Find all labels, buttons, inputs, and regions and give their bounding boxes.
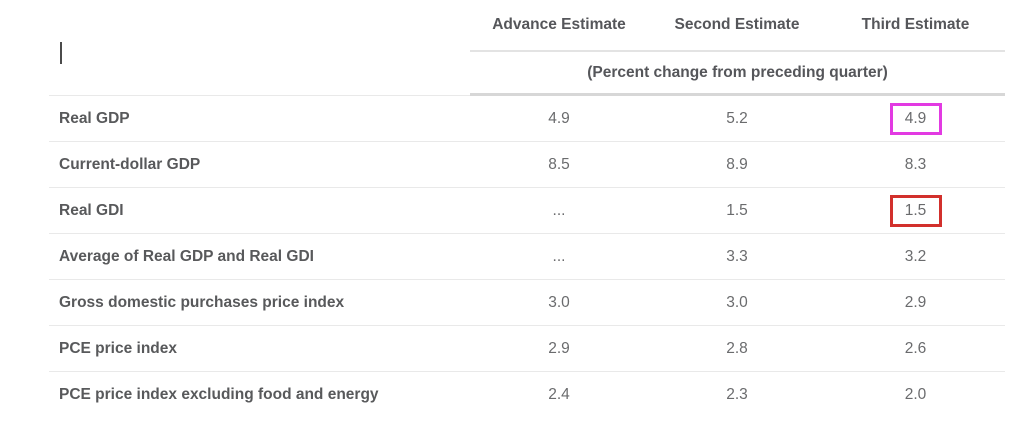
value-text: 8.9 — [726, 155, 748, 173]
column-header-advance-estimate: Advance Estimate — [470, 0, 648, 52]
value-cell: 8.3 — [826, 142, 1005, 187]
value-text: 8.5 — [548, 155, 570, 173]
row-label: Current-dollar GDP — [59, 155, 201, 173]
value-text: 2.3 — [726, 385, 748, 403]
value-text: 2.9 — [904, 293, 927, 311]
value-cell: 2.9 — [470, 326, 648, 371]
value-cell: 2.6 — [826, 326, 1005, 371]
units-note: (Percent change from preceding quarter) — [470, 52, 1005, 96]
value-text: 3.0 — [726, 293, 748, 311]
value-cell: 3.0 — [470, 280, 648, 325]
column-header-second-estimate: Second Estimate — [648, 0, 826, 52]
table-row: Average of Real GDP and Real GDI... 3.3 3.… — [49, 234, 1005, 280]
value-cell: ... — [470, 188, 648, 233]
table-row: PCE price index excluding food and energ… — [49, 372, 1005, 417]
value-cell: 8.9 — [648, 142, 826, 187]
value-cell: 5.2 — [648, 96, 826, 141]
value-cell: 8.5 — [470, 142, 648, 187]
table-row: PCE price index 2.9 2.8 2.6 — [49, 326, 1005, 372]
red-highlight-box: 1.5 — [889, 194, 942, 227]
empty-corner-cell[interactable] — [49, 0, 470, 64]
value-text: 8.3 — [904, 155, 927, 173]
value-cell: 4.9 — [826, 96, 1005, 141]
value-cell: 4.9 — [470, 96, 648, 141]
table-row: Real GDI... 1.5 1.5 — [49, 188, 1005, 234]
value-cell: 3.2 — [826, 234, 1005, 279]
column-header-third-estimate: Third Estimate — [826, 0, 1005, 52]
value-text: 3.2 — [904, 247, 927, 265]
text-caret — [60, 42, 62, 64]
value-text: 4.9 — [548, 109, 570, 127]
value-text: ... — [552, 201, 566, 219]
table-row: Real GDP 4.9 5.2 4.9 — [49, 96, 1005, 142]
value-cell: 2.0 — [826, 372, 1005, 417]
value-text: 2.8 — [726, 339, 748, 357]
value-text: 1.5 — [726, 201, 748, 219]
value-cell: 1.5 — [648, 188, 826, 233]
value-text: 5.2 — [726, 109, 748, 127]
value-cell: 3.0 — [648, 280, 826, 325]
row-label: PCE price index — [59, 339, 178, 357]
value-cell: ... — [470, 234, 648, 279]
value-text: 3.0 — [548, 293, 570, 311]
value-text: 2.0 — [904, 385, 927, 403]
estimates-table: Advance Estimate Second Estimate Third E… — [49, 0, 1005, 417]
value-text: 2.9 — [548, 339, 570, 357]
row-label: Average of Real GDP and Real GDI — [59, 247, 314, 265]
value-text: ... — [552, 247, 566, 265]
value-cell: 3.3 — [648, 234, 826, 279]
magenta-highlight-box: 4.9 — [889, 102, 942, 135]
value-text: 3.3 — [726, 247, 748, 265]
row-label: Real GDP — [59, 109, 130, 127]
value-cell: 1.5 — [826, 188, 1005, 233]
table-header-row: Advance Estimate Second Estimate Third E… — [49, 0, 1005, 64]
value-text: 2.4 — [548, 385, 570, 403]
row-label: Gross domestic purchases price index — [59, 293, 345, 311]
table-body: Real GDP 4.9 5.2 4.9 Current-dollar GDP 8.5 8.… — [49, 96, 1005, 417]
value-cell: 2.8 — [648, 326, 826, 371]
units-note-row: (Percent change from preceding quarter) — [49, 52, 1005, 96]
table-row: Current-dollar GDP 8.5 8.9 8.3 — [49, 142, 1005, 188]
table-row: Gross domestic purchases price index 3.0 3… — [49, 280, 1005, 326]
value-cell: 2.9 — [826, 280, 1005, 325]
value-text: 2.6 — [904, 339, 927, 357]
value-cell: 2.4 — [470, 372, 648, 417]
empty-label-cell — [49, 52, 470, 96]
row-label: PCE price index excluding food and energ… — [59, 385, 379, 403]
value-cell: 2.3 — [648, 372, 826, 417]
row-label: Real GDI — [59, 201, 124, 219]
